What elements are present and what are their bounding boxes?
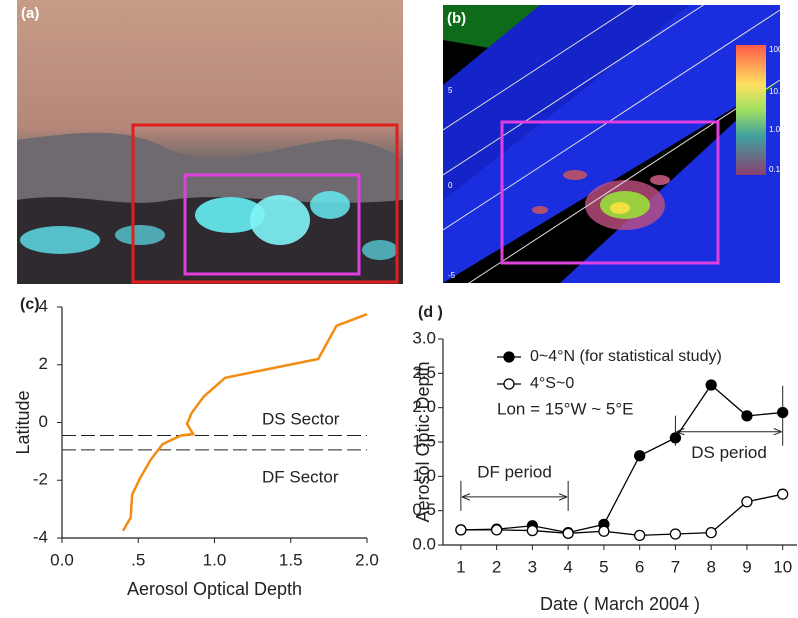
- point: [741, 410, 753, 422]
- annotation: Lon = 15°W ~ 5°E: [497, 399, 633, 418]
- x-tick-label: 3: [528, 557, 537, 576]
- x-tick-label: 10: [773, 557, 792, 576]
- y-tick-label: 2: [39, 354, 48, 373]
- annotation: DF Sector: [262, 467, 339, 486]
- legend-marker: [503, 378, 515, 390]
- series-line: [460, 384, 783, 534]
- satellite-image-b: [443, 5, 780, 283]
- x-tick-label: 7: [671, 557, 680, 576]
- lat-label: 5: [448, 86, 453, 95]
- x-tick-label: .5: [131, 550, 145, 569]
- point: [490, 524, 503, 536]
- x-tick-label: 4: [563, 557, 572, 576]
- x-tick-label: 2: [492, 557, 501, 576]
- point: [705, 379, 717, 391]
- x-tick-label: 9: [742, 557, 751, 576]
- point: [455, 524, 467, 536]
- x-tick-label: 1.0: [203, 550, 227, 569]
- x-tick-label: 1: [456, 557, 465, 576]
- point: [669, 528, 682, 540]
- y-tick-label: 1.0: [412, 466, 436, 485]
- point: [741, 496, 753, 508]
- panel-label: (c): [20, 296, 40, 313]
- panel-label: (d ): [418, 304, 443, 321]
- y-tick-label: 4: [39, 296, 48, 315]
- point: [634, 529, 646, 542]
- y-tick-label: 1.5: [412, 431, 436, 450]
- colorbar-label: 10.0000: [769, 87, 798, 96]
- y-tick-label: 2.5: [412, 363, 436, 382]
- x-axis-label: Date ( March 2004 ): [540, 594, 700, 614]
- x-axis-label: Aerosol Optical Depth: [127, 579, 302, 599]
- x-tick-label: 2.0: [355, 550, 379, 569]
- legend-label: 4°S~0: [530, 375, 574, 392]
- point: [526, 524, 539, 537]
- lat-label: -5: [448, 271, 456, 280]
- x-tick-label: 6: [635, 557, 644, 576]
- y-tick-label: 0.0: [412, 534, 436, 553]
- colorbar-label: 0.100000: [769, 165, 798, 174]
- series-line: [460, 493, 783, 537]
- y-axis-label: Latitude: [13, 390, 33, 454]
- point: [777, 406, 789, 419]
- y-tick-label: 0.5: [412, 500, 436, 519]
- x-tick-label: 1.5: [279, 550, 303, 569]
- annotation: DS Sector: [262, 409, 340, 428]
- point: [634, 450, 646, 462]
- panel-label: (a): [21, 5, 39, 22]
- point: [669, 432, 682, 444]
- x-tick-label: 0.0: [50, 550, 74, 569]
- period-label: DS period: [691, 443, 767, 462]
- x-tick-label: 5: [599, 557, 608, 576]
- panel-label: (b): [447, 10, 466, 27]
- y-tick-label: -4: [33, 527, 48, 546]
- point: [777, 488, 789, 500]
- y-tick-label: -2: [33, 470, 48, 489]
- y-tick-label: 2.0: [412, 397, 436, 416]
- y-axis-label: Aerosol Optic Depth: [413, 361, 433, 522]
- legend-label: 0~4°N (for statistical study): [530, 348, 722, 365]
- y-tick-label: 3.0: [412, 328, 436, 347]
- series-line: [121, 313, 368, 532]
- colorbar-label: 1.00000: [769, 125, 798, 134]
- point: [598, 525, 610, 537]
- point: [562, 527, 574, 539]
- satellite-image-a: [17, 0, 403, 284]
- colorbar-label: 100.000: [769, 45, 798, 54]
- x-tick-label: 8: [706, 557, 715, 576]
- period-label: DF period: [477, 462, 552, 481]
- y-tick-label: 0: [39, 412, 48, 431]
- point: [705, 526, 717, 539]
- legend-marker: [503, 351, 515, 363]
- lat-label: 0: [448, 181, 453, 190]
